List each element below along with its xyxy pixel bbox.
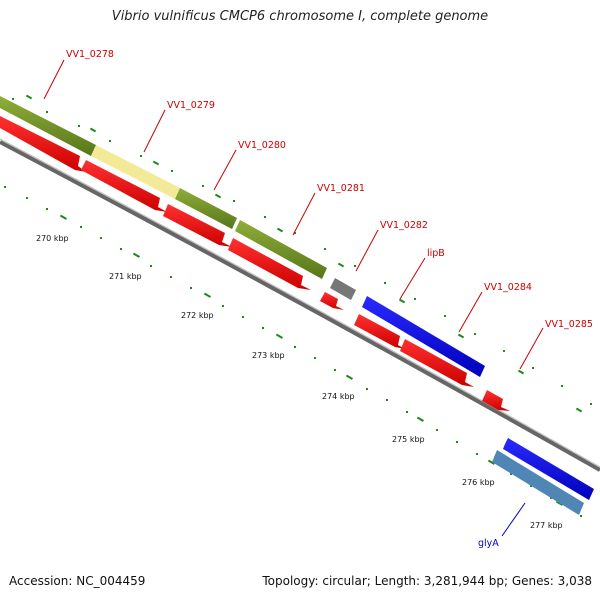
gene-label[interactable]: VV1_0285 bbox=[545, 319, 593, 330]
gene-VV1_0285[interactable] bbox=[482, 390, 510, 411]
genome-stats: Topology: circular; Length: 3,281,944 bp… bbox=[262, 574, 592, 588]
backbone bbox=[0, 138, 600, 472]
gene-VV1_0278[interactable] bbox=[0, 116, 86, 172]
kbp-label: 271 kbp bbox=[109, 272, 142, 281]
gene-label[interactable]: VV1_0279 bbox=[167, 100, 215, 111]
gene-label[interactable]: VV1_0281 bbox=[317, 183, 365, 194]
gene-track bbox=[0, 116, 510, 411]
kbp-label: 277 kbp bbox=[530, 521, 563, 530]
feature-VV1_0282[interactable] bbox=[330, 278, 356, 300]
outer-tick-ring bbox=[12, 94, 592, 413]
kbp-label: 274 kbp bbox=[322, 392, 355, 401]
feature-VV1_0285[interactable] bbox=[503, 438, 594, 500]
accession-text: Accession: NC_004459 bbox=[9, 574, 146, 588]
gene-labels: VV1_0278 VV1_0279 VV1_0280 VV1_0281 VV1_… bbox=[66, 49, 593, 549]
kbp-label: 276 kbp bbox=[462, 478, 495, 487]
kbp-scale: 270 kbp 271 kbp 272 kbp 273 kbp 274 kbp … bbox=[36, 234, 563, 530]
gene-VV1_0279[interactable] bbox=[81, 160, 167, 212]
gene-label[interactable]: VV1_0284 bbox=[484, 282, 532, 293]
feature-lipB-VV1_0284[interactable] bbox=[362, 296, 485, 377]
gene-label[interactable]: glyA bbox=[478, 538, 499, 549]
cds-track bbox=[0, 96, 327, 279]
cds-VV1_0278[interactable] bbox=[0, 96, 96, 156]
kbp-label: 272 kbp bbox=[181, 311, 214, 320]
map-title: Vibrio vulnificus CMCP6 chromosome I, co… bbox=[111, 9, 489, 24]
inner-tick-ring bbox=[4, 186, 582, 517]
feature-glyA[interactable] bbox=[492, 450, 584, 515]
gene-lipB[interactable] bbox=[354, 314, 405, 349]
kbp-label: 270 kbp bbox=[36, 234, 69, 243]
gene-label[interactable]: lipB bbox=[427, 248, 445, 259]
cds-VV1_0279[interactable] bbox=[91, 145, 180, 199]
gene-label[interactable]: VV1_0280 bbox=[238, 140, 286, 151]
cds-VV1_0281[interactable] bbox=[235, 220, 327, 279]
cds-VV1_0280[interactable] bbox=[175, 188, 237, 229]
kbp-label: 273 kbp bbox=[252, 351, 285, 360]
gene-VV1_0280[interactable] bbox=[163, 204, 232, 247]
gene-label[interactable]: VV1_0282 bbox=[380, 220, 428, 231]
label-leaders bbox=[43, 59, 544, 537]
gene-label[interactable]: VV1_0278 bbox=[66, 49, 114, 60]
gene-VV1_0284[interactable] bbox=[400, 339, 474, 387]
gene-VV1_0281[interactable] bbox=[228, 238, 311, 290]
gene-VV1_0282[interactable] bbox=[320, 292, 344, 310]
kbp-label: 275 kbp bbox=[392, 435, 425, 444]
